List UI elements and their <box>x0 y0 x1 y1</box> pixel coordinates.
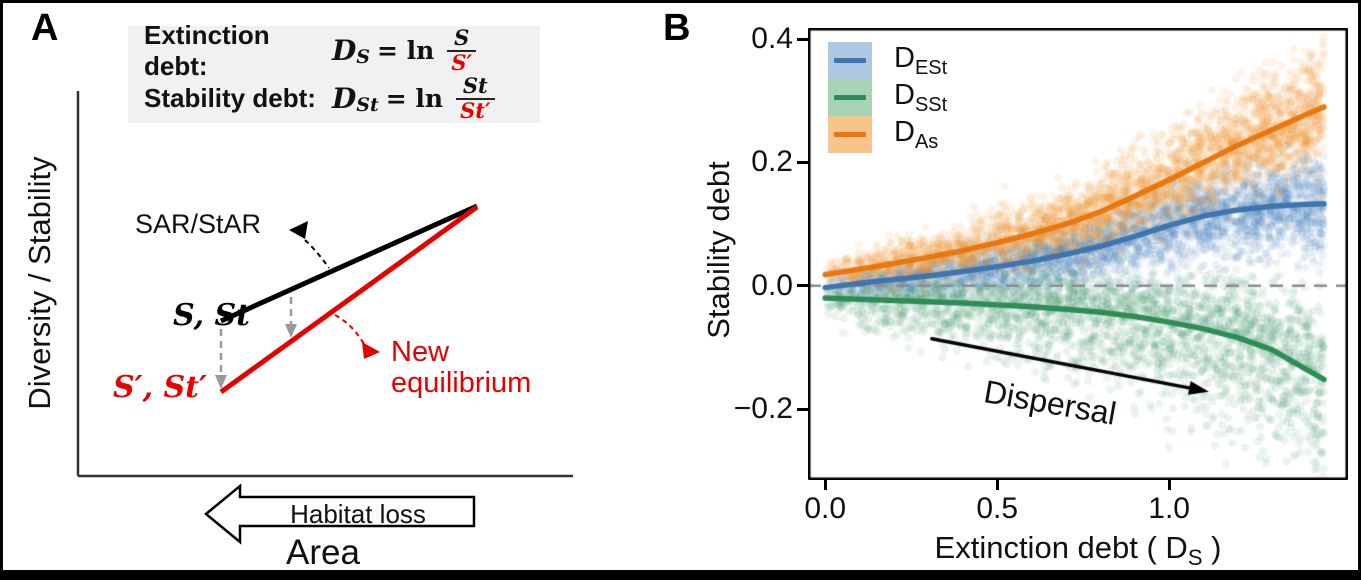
fraction-denominator: St′ <box>460 97 491 123</box>
legend-line-icon <box>834 57 866 64</box>
new-eq-annotation-arrowhead-icon <box>362 342 380 359</box>
y-tick-label: 0.4 <box>751 22 793 56</box>
new-equilibrium-point-label: S′, St′ <box>113 370 207 405</box>
sar-star-label: SAR/StAR <box>135 209 262 239</box>
b-y-axis-label: Stability debt <box>701 161 736 339</box>
y-tick-mark <box>797 37 808 41</box>
debt-drop-arrowhead-1-icon <box>215 375 227 389</box>
sar-star-line <box>219 203 479 324</box>
formula-fraction: S S′ <box>447 27 477 75</box>
stability-debt-formula: Stability debt: D St = ln St St′ <box>128 75 540 123</box>
new-equilibrium-line <box>219 204 479 395</box>
legend-label: DSSt <box>894 78 948 116</box>
legend-item-D_ESt: DESt <box>828 42 947 79</box>
sar-annotation-curve <box>304 239 330 269</box>
b-x-axis-label: Extinction debt ( DS ) <box>808 530 1348 571</box>
x-tick-label: 0.5 <box>976 492 1019 525</box>
y-tick-label: −0.2 <box>733 392 793 426</box>
formula-symbol-sub: St <box>356 93 379 116</box>
y-tick-label: 0.0 <box>751 268 793 302</box>
fraction-numerator: St <box>456 75 495 100</box>
new-eq-annotation-curve <box>334 314 365 345</box>
legend-label: DAs <box>894 115 939 153</box>
panel-a-label: A <box>31 7 59 49</box>
scatter-plot-canvas <box>808 28 1348 480</box>
x-tick-mark <box>823 480 827 490</box>
x-tick-mark <box>995 480 999 490</box>
y-tick-label: 0.2 <box>751 145 793 179</box>
y-tick-mark <box>797 407 808 411</box>
x-tick-label: 1.0 <box>1148 492 1190 525</box>
y-tick-mark <box>797 284 808 288</box>
legend-swatch-icon <box>828 79 872 116</box>
sar-annotation-arrowhead-icon <box>289 221 308 239</box>
fraction-numerator: S <box>447 27 477 52</box>
legend-line-icon <box>834 131 866 138</box>
formula-symbol-sub: S <box>356 45 371 68</box>
habitat-loss-label: Habitat loss <box>290 499 426 529</box>
formula-equals: = ln <box>377 36 435 65</box>
new-equilibrium-label: New equilibrium <box>391 337 531 399</box>
legend-item-D_SSt: DSSt <box>828 79 947 116</box>
x-label-sub: S <box>1187 545 1203 571</box>
formula-fraction: St St′ <box>456 75 495 123</box>
y-tick-mark <box>797 160 808 164</box>
legend-swatch-icon <box>828 42 872 79</box>
x-tick-label: 0.0 <box>804 492 847 525</box>
debt-drop-arrowhead-2-icon <box>285 324 297 338</box>
legend-swatch-icon <box>828 116 872 153</box>
formula-equals: = ln <box>385 84 444 113</box>
a-x-axis-label: Area <box>286 533 360 572</box>
formula-symbol: D <box>332 82 357 115</box>
a-y-axis-label: Diversity / Stability <box>22 156 57 410</box>
old-equilibrium-point-label: S, St <box>173 298 251 333</box>
legend-label: DESt <box>894 41 948 79</box>
legend: DESt DSSt DAs <box>828 42 947 153</box>
panel-a-diagram <box>76 91 573 545</box>
x-tick-mark <box>1167 480 1171 490</box>
formula-symbol: D <box>332 34 357 67</box>
x-label-prefix: Extinction debt ( D <box>934 530 1188 565</box>
legend-item-D_As: DAs <box>828 116 947 153</box>
habitat-loss-arrow-icon <box>204 483 476 545</box>
formula-label: Extinction debt: <box>144 19 270 81</box>
fraction-denominator: S′ <box>451 49 473 75</box>
formula-label: Stability debt: <box>144 83 316 113</box>
legend-line-icon <box>834 94 866 101</box>
x-label-suffix: ) <box>1202 530 1222 565</box>
new-equilibrium-label-line2: equilibrium <box>391 367 532 399</box>
new-equilibrium-label-line1: New <box>391 336 450 368</box>
panel-b-label: B <box>663 7 691 49</box>
